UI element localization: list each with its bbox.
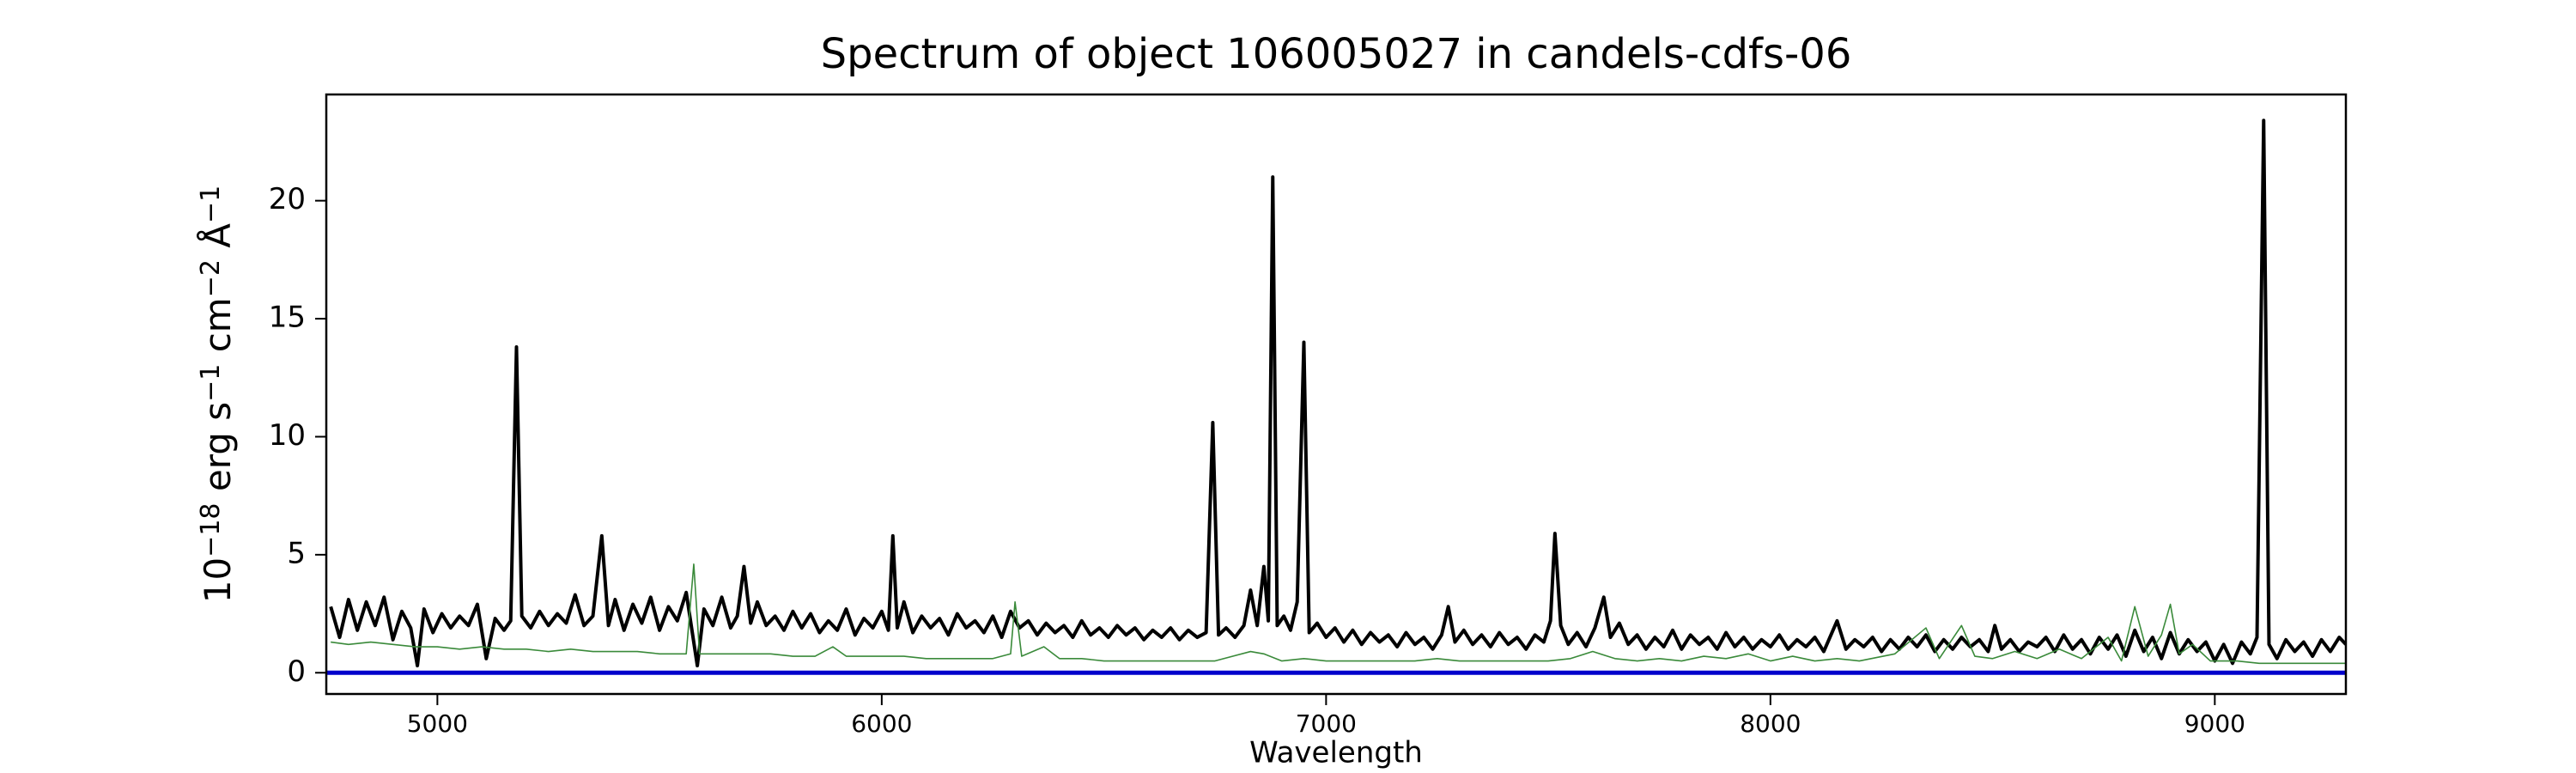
y-label-part: cm (197, 297, 239, 363)
x-tick-label: 5000 (407, 709, 468, 738)
x-tick-label: 6000 (851, 709, 912, 738)
spectrum-line (331, 563, 2346, 665)
y-tick-label: 20 (269, 182, 306, 216)
y-label-part: Å (196, 223, 239, 259)
y-label-part: erg s (197, 402, 239, 503)
y-tick-label: 10 (269, 418, 306, 453)
y-label-superscript: −1 (196, 186, 226, 223)
y-label-superscript: −2 (196, 259, 226, 297)
chart-title: Spectrum of object 106005027 in candels-… (821, 30, 1852, 78)
y-tick-label: 5 (287, 536, 306, 570)
y-label-superscript: −1 (196, 364, 226, 402)
y-label-part: 10 (197, 557, 239, 603)
plot-frame (325, 93, 2348, 696)
x-tick-label: 7000 (1296, 709, 1357, 738)
plot-area (326, 119, 2346, 675)
y-tick-label: 0 (287, 654, 306, 689)
y-tick-label: 15 (269, 301, 306, 335)
spectrum-line (329, 119, 2346, 668)
y-label-superscript: −18 (196, 503, 226, 557)
x-axis-label: Wavelength (1249, 736, 1423, 770)
y-axis-label: 10−18 erg s−1 cm−2 Å−1 (196, 186, 240, 604)
x-tick-label: 9000 (2184, 709, 2245, 738)
x-tick-label: 8000 (1740, 709, 1801, 738)
